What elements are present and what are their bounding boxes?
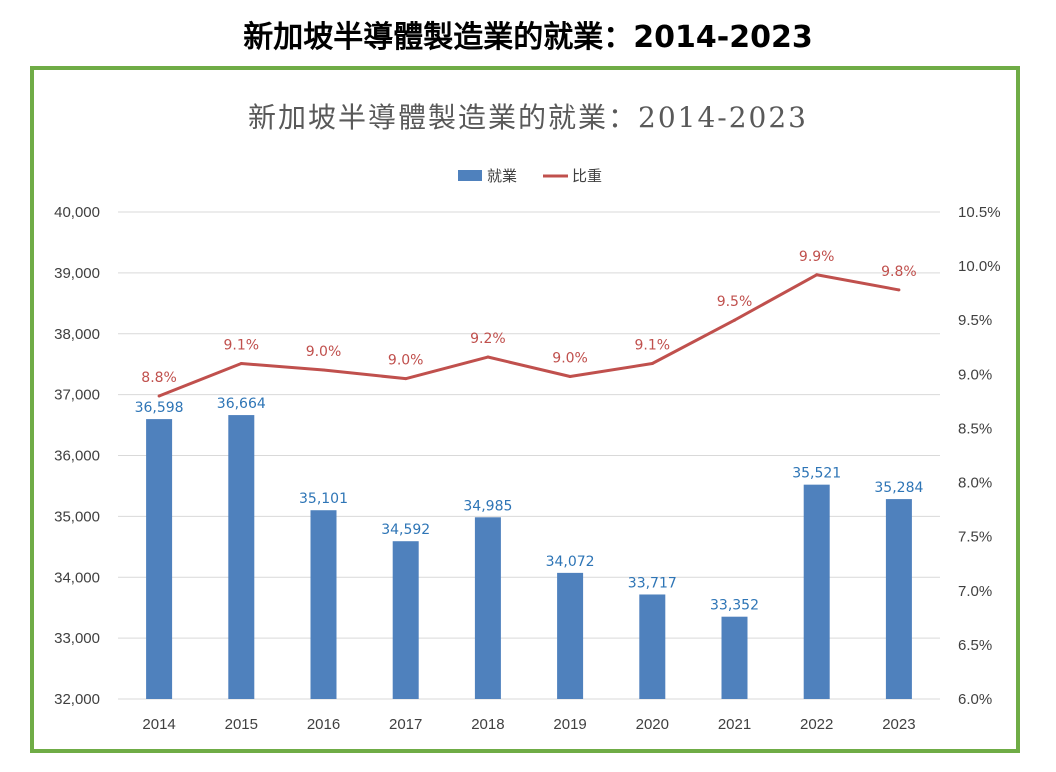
x-tick-label: 2015 [225, 716, 258, 733]
x-tick-label: 2017 [389, 716, 422, 733]
x-tick-label: 2023 [882, 716, 915, 733]
left-tick-label: 37,000 [54, 387, 100, 404]
left-tick-label: 35,000 [54, 508, 100, 525]
bar [557, 572, 584, 699]
left-tick-label: 39,000 [54, 265, 100, 282]
line-point [650, 362, 654, 366]
line-data-labels: 8.8% 9.1% 9.0% 9.0% 9.2% 9.0% 9.1% 9.5% 9.9% 9.8% [141, 249, 916, 386]
bar-data-label: 35,521 [792, 466, 841, 482]
bar [310, 510, 337, 699]
left-axis: 32,000 33,000 34,000 35,000 36,000 37,000 38,0… [54, 204, 100, 708]
line-data-label: 9.1% [224, 338, 260, 354]
right-tick-label: 7.0% [958, 583, 992, 600]
bar-data-label: 35,101 [299, 491, 348, 507]
x-tick-label: 2022 [800, 716, 833, 733]
bar-data-labels: 36,598 36,664 35,101 34,592 34,985 34,072 33,7… [135, 396, 924, 614]
x-tick-label: 2016 [307, 716, 340, 733]
bar [721, 616, 748, 699]
bar [146, 419, 173, 699]
line-data-label: 9.5% [717, 294, 753, 310]
bar [474, 517, 501, 699]
bar [228, 415, 255, 699]
left-tick-label: 34,000 [54, 569, 100, 586]
bar-data-label: 36,664 [217, 396, 266, 412]
x-tick-label: 2020 [636, 716, 669, 733]
line-point [239, 362, 243, 366]
bar-data-label: 33,352 [710, 598, 759, 614]
chart-frame [30, 66, 1020, 753]
line-data-label: 9.0% [552, 350, 588, 366]
right-tick-label: 9.0% [958, 366, 992, 383]
line-point [815, 273, 819, 277]
bar-data-label: 34,985 [463, 498, 512, 514]
x-tick-label: 2018 [471, 716, 504, 733]
legend: 就業 比重 [458, 167, 602, 185]
bar-data-label: 33,717 [628, 575, 677, 591]
line-point [404, 377, 408, 381]
line-data-label: 9.2% [470, 331, 506, 347]
left-tick-label: 33,000 [54, 630, 100, 647]
chart-title: 新加坡半導體製造業的就業：2014-2023 [248, 101, 808, 134]
right-tick-label: 9.5% [958, 312, 992, 329]
gridlines [118, 211, 940, 700]
bar-data-label: 34,592 [381, 522, 430, 538]
bar-data-label: 36,598 [135, 400, 184, 416]
bar [392, 541, 419, 699]
line-data-label: 8.8% [141, 370, 177, 386]
line-point [322, 368, 325, 372]
line-point [568, 374, 572, 378]
right-axis: 6.0% 6.5% 7.0% 7.5% 8.0% 8.5% 9.0% 9.5% 10.0% 10.… [958, 204, 1001, 708]
x-tick-label: 2021 [718, 716, 751, 733]
legend-bar-label: 就業 [487, 167, 517, 185]
page-title: 新加坡半導體製造業的就業：2014-2023 [243, 20, 813, 55]
right-tick-label: 6.5% [958, 637, 992, 654]
bar [885, 499, 912, 699]
bar-data-label: 34,072 [546, 554, 595, 570]
line-series [157, 273, 901, 398]
bar [803, 484, 830, 699]
x-tick-label: 2019 [553, 716, 586, 733]
line-point [897, 288, 901, 292]
right-tick-label: 7.5% [958, 529, 992, 546]
line-data-label: 9.0% [306, 344, 342, 360]
bar [639, 594, 666, 699]
left-tick-label: 32,000 [54, 691, 100, 708]
x-axis: 2014 2015 2016 2017 2018 2019 2020 2021 2022 2023 [142, 716, 915, 733]
right-tick-label: 8.5% [958, 420, 992, 437]
right-tick-label: 8.0% [958, 475, 992, 492]
left-tick-label: 40,000 [54, 204, 100, 221]
line-data-label: 9.0% [388, 353, 424, 369]
right-tick-label: 10.5% [958, 204, 1001, 221]
bar-data-label: 35,284 [874, 480, 923, 496]
legend-bar-swatch [458, 170, 482, 181]
series-line [158, 273, 900, 398]
line-data-label: 9.9% [799, 249, 835, 265]
right-tick-label: 6.0% [958, 691, 992, 708]
line-point [486, 355, 490, 359]
bar-series [146, 415, 912, 699]
line-data-label: 9.1% [635, 338, 671, 354]
x-tick-label: 2014 [142, 716, 175, 733]
line-data-label: 9.8% [881, 264, 917, 280]
legend-line-label: 比重 [572, 167, 602, 185]
line-point [157, 394, 161, 398]
left-tick-label: 36,000 [54, 448, 100, 465]
left-tick-label: 38,000 [54, 326, 100, 343]
line-point [733, 318, 736, 322]
right-tick-label: 10.0% [958, 258, 1001, 275]
